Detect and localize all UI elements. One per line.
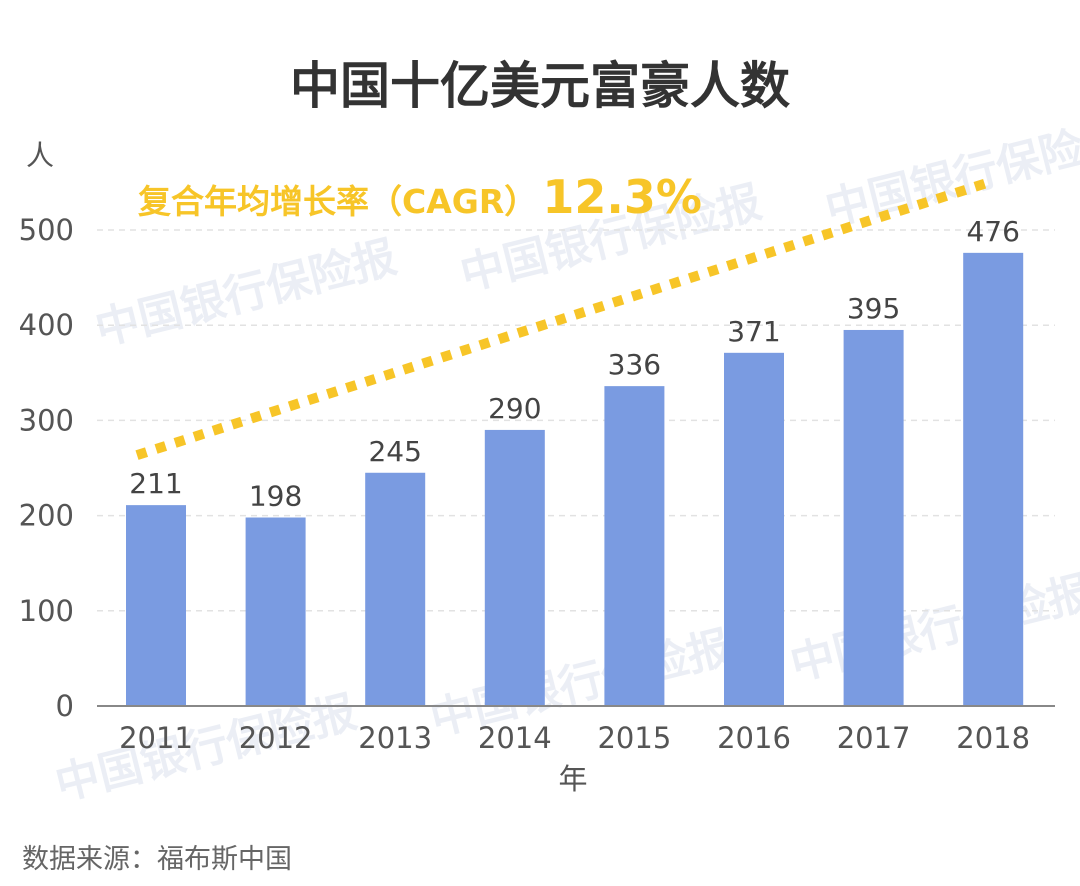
value-label: 336 [608, 348, 661, 381]
cagr-value: 12.3% [542, 170, 702, 224]
value-labels: 211 198 245 290 336 371 395 476 [129, 215, 1020, 513]
bar-2011 [126, 505, 186, 706]
value-label: 395 [847, 292, 900, 325]
bar-2018 [963, 252, 1024, 706]
value-label: 371 [727, 315, 780, 348]
value-label: 290 [488, 392, 541, 425]
y-tick-label: 500 [19, 213, 74, 247]
x-tick-label: 2015 [597, 721, 671, 755]
y-tick-label: 100 [19, 594, 74, 628]
bar-2016 [724, 352, 784, 706]
cagr-trend-line [135, 177, 992, 460]
y-tick-label: 0 [56, 689, 74, 723]
value-label: 476 [966, 215, 1019, 248]
x-axis-label: 年 [558, 762, 587, 796]
bar-2012 [245, 517, 306, 706]
x-tick-label: 2016 [717, 721, 791, 755]
x-tick-label: 2018 [956, 721, 1030, 755]
y-tick-label: 300 [19, 403, 74, 437]
cagr-label: 复合年均增长率（CAGR） [138, 182, 537, 221]
bar-2013 [365, 472, 426, 706]
watermark: 中国银行保险报 [820, 112, 1080, 236]
x-tick-label: 2011 [119, 721, 193, 755]
bar-2015 [604, 386, 665, 706]
x-tick-label: 2014 [478, 721, 552, 755]
watermark: 中国银行保险报 [785, 567, 1080, 691]
x-tick-label: 2013 [358, 721, 432, 755]
bar-2014 [484, 429, 545, 706]
data-source: 数据来源：福布斯中国 [22, 844, 292, 875]
y-axis-ticks: 0 100 200 300 400 500 [19, 213, 74, 723]
value-label: 211 [129, 467, 182, 500]
y-tick-label: 400 [19, 308, 74, 342]
y-tick-label: 200 [19, 499, 74, 533]
chart-title: 中国十亿美元富豪人数 [290, 57, 790, 115]
x-tick-label: 2017 [837, 721, 911, 755]
watermark: 中国银行保险报 [90, 232, 401, 356]
x-tick-label: 2012 [239, 721, 313, 755]
cagr-annotation: 复合年均增长率（CAGR） 12.3% [138, 170, 702, 224]
bar-2017 [843, 329, 904, 706]
bars [126, 252, 1024, 706]
x-axis-ticks: 2011 2012 2013 2014 2015 2016 2017 2018 [119, 721, 1030, 755]
value-label: 245 [368, 435, 421, 468]
watermark: 中国银行保险报 [425, 622, 736, 746]
y-axis-unit: 人 [26, 139, 54, 172]
value-label: 198 [249, 480, 302, 513]
